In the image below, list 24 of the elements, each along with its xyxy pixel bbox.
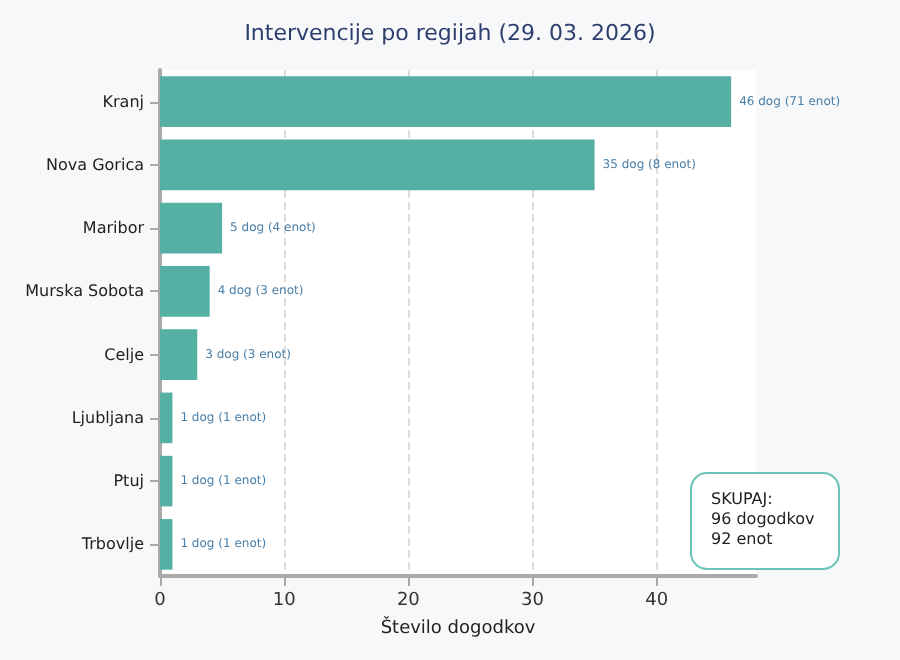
bar bbox=[160, 519, 173, 570]
x-tick-label: 40 bbox=[645, 591, 669, 611]
y-tick-label: Ljubljana bbox=[71, 408, 145, 427]
bar bbox=[160, 329, 198, 380]
y-tick-label: Celje bbox=[104, 345, 145, 364]
bar bbox=[160, 76, 732, 127]
y-tick-label: Maribor bbox=[82, 219, 146, 238]
x-tick-label: 0 bbox=[154, 591, 167, 611]
chart-title: Intervencije po regijah (29. 03. 2026) bbox=[244, 20, 656, 46]
bar bbox=[160, 266, 210, 317]
x-tick-label: 20 bbox=[396, 591, 421, 611]
bar bbox=[160, 139, 595, 191]
bar bbox=[160, 202, 223, 254]
y-tick-label: Nova Gorica bbox=[46, 155, 145, 174]
y-tick-label: Murska Sobota bbox=[25, 282, 145, 301]
y-tick-label: Kranj bbox=[102, 92, 144, 111]
y-tick-label: Ptuj bbox=[113, 472, 144, 491]
bar bbox=[160, 392, 173, 444]
x-tick-label: 10 bbox=[272, 591, 297, 611]
annotation: SKUPAJ: 96 dogodkov 92 enot bbox=[711, 490, 815, 548]
bar bbox=[160, 455, 173, 507]
x-axis-title: Število dogodkov bbox=[380, 614, 537, 639]
y-tick-label: Trbovlje bbox=[79, 535, 145, 554]
x-tick-label: 30 bbox=[521, 591, 545, 611]
